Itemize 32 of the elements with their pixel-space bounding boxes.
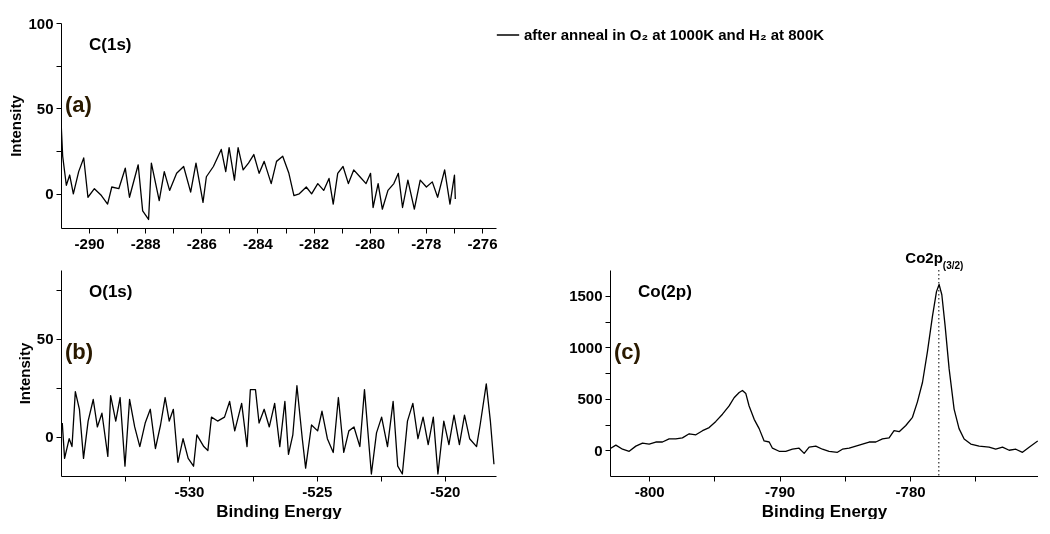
x-tick-label: -282 <box>299 234 330 252</box>
y-tick-label: 50 <box>36 99 54 117</box>
y-tick-label: 50 <box>36 330 54 348</box>
x-tick-label: -530 <box>174 482 205 500</box>
x-tick-label: -286 <box>186 234 217 252</box>
y-tick-label: 1500 <box>569 287 603 305</box>
annotation: (b) <box>65 339 94 365</box>
x-tick-label: -276 <box>467 234 498 252</box>
annotation: (a) <box>65 92 92 117</box>
y-axis-title: Intensity <box>15 342 33 405</box>
annotation: C(1s) <box>89 35 132 54</box>
x-tick-label: -290 <box>74 234 105 252</box>
x-tick-label: -780 <box>895 482 926 500</box>
y-tick-label: 100 <box>28 14 54 32</box>
y-tick-label: 500 <box>577 390 603 408</box>
x-tick-label: -280 <box>355 234 386 252</box>
x-tick-label: -520 <box>430 482 461 500</box>
y-tick-label: 0 <box>45 428 54 446</box>
annotation: (c) <box>614 339 641 365</box>
y-tick-label: 0 <box>594 441 603 459</box>
x-tick-label: -278 <box>411 234 442 252</box>
x-tick-label: -800 <box>634 482 665 500</box>
legend-label: after anneal in O₂ at 1000K and H₂ at 800K <box>524 26 825 43</box>
annotation: Co(2p) <box>638 282 692 301</box>
annotation: O(1s) <box>89 282 133 301</box>
y-tick-label: 1000 <box>569 338 603 356</box>
x-tick-label: -284 <box>242 234 274 252</box>
x-tick-label: -790 <box>765 482 796 500</box>
y-axis-title: Intensity <box>7 94 25 157</box>
x-tick-label: -288 <box>130 234 161 252</box>
y-tick-label: 0 <box>45 185 54 203</box>
x-tick-label: -525 <box>302 482 333 500</box>
